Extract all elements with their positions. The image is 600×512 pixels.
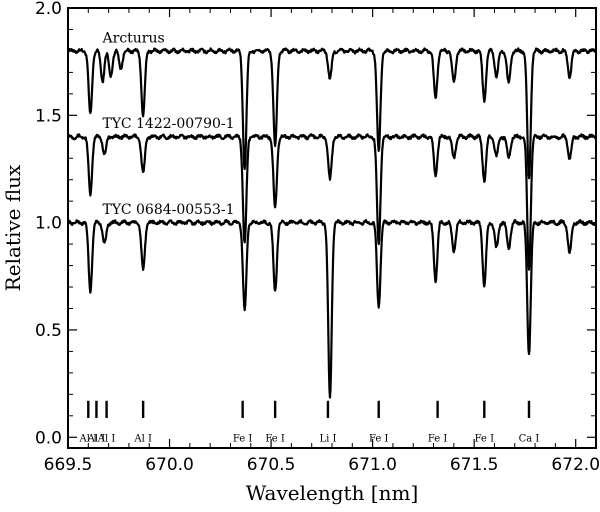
line-id-label: Fe I	[475, 433, 494, 444]
line-id-label: Fe I	[233, 433, 252, 444]
y-tick-label: 1.0	[35, 214, 62, 234]
x-tick-label: 672.0	[551, 455, 600, 475]
x-tick-label: 669.5	[44, 455, 93, 475]
line-id-label: Li I	[319, 433, 336, 444]
y-tick-label: 0.0	[35, 428, 62, 448]
line-id-label: Fe I	[428, 433, 447, 444]
line-id-label: Al I	[97, 433, 116, 444]
line-id-label: Al I	[87, 433, 106, 444]
axis-ticks: 669.5 670.0 670.5 671.0 671.5 672.0 0.0 0.5 1.0 1…	[35, 0, 600, 475]
x-tick-label: 670.5	[247, 455, 296, 475]
line-id-label: Al I	[79, 433, 98, 444]
line-id-label: Fe I	[369, 433, 388, 444]
y-tick-label: 0.5	[35, 321, 62, 341]
spectra: Arcturus TYC 1422-00790-1 TYC 0684-00553-1	[66, 30, 598, 399]
x-tick-label: 670.0	[145, 455, 194, 475]
series-label: Arcturus	[102, 30, 165, 46]
spectrum-line	[67, 133, 598, 271]
y-tick-label: 1.5	[35, 106, 62, 126]
y-axis-title: Relative flux	[1, 164, 25, 291]
x-tick-label: 671.0	[348, 455, 397, 475]
line-id-label: Al I	[133, 433, 152, 444]
line-id-label: Ca I	[519, 433, 540, 444]
series-label: TYC 0684-00553-1	[103, 202, 235, 218]
line-id-label: Fe I	[265, 433, 284, 444]
y-tick-label: 2.0	[35, 0, 62, 19]
line-identifications: Al IAl IAl I Al I Fe I Fe I Li I Fe I Fe I Fe I…	[79, 400, 540, 444]
x-axis-title: Wavelength [nm]	[246, 481, 419, 505]
spectrum-line	[66, 47, 597, 180]
series-label: TYC 1422-00790-1	[103, 116, 235, 132]
spectrum-line	[66, 218, 597, 399]
x-tick-label: 671.5	[450, 455, 499, 475]
